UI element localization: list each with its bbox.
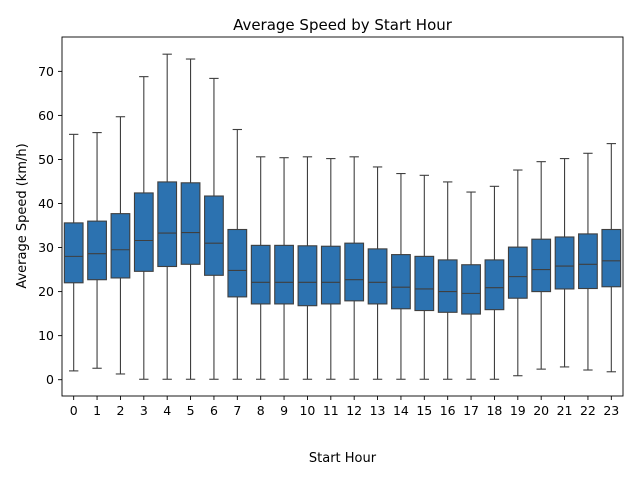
x-axis-label: Start Hour: [309, 451, 377, 466]
x-tick-label: 18: [486, 403, 502, 418]
box-group-18: [484, 185, 505, 380]
box-group-0: [63, 133, 84, 372]
x-tick-label: 23: [603, 403, 619, 418]
iqr-box: [461, 264, 481, 315]
y-tick-label: 20: [38, 284, 54, 299]
x-tick-label: 2: [116, 403, 124, 418]
x-tick-label: 5: [187, 403, 195, 418]
box-group-8: [250, 156, 271, 380]
x-tick-label: 22: [580, 403, 596, 418]
box-group-11: [320, 158, 341, 380]
box-group-21: [554, 158, 575, 368]
x-tick-label: 14: [393, 403, 409, 418]
x-tick-label: 7: [233, 403, 241, 418]
iqr-box: [391, 254, 411, 310]
box-group-14: [391, 173, 411, 380]
box-group-1: [87, 132, 107, 369]
x-tick-label: 8: [257, 403, 265, 418]
iqr-box: [554, 236, 575, 290]
x-tick-label: 17: [463, 403, 479, 418]
x-tick-label: 16: [440, 403, 456, 418]
iqr-box: [601, 228, 622, 288]
iqr-box: [320, 245, 341, 305]
y-tick-label: 10: [38, 328, 54, 343]
x-tick-label: 3: [140, 403, 148, 418]
x-tick-label: 0: [70, 403, 78, 418]
iqr-box: [63, 222, 84, 284]
box-group-2: [110, 116, 131, 375]
x-tick-label: 1: [93, 403, 101, 418]
iqr-box: [204, 195, 224, 276]
iqr-box: [297, 245, 318, 307]
iqr-box: [250, 244, 271, 305]
x-tick-label: 13: [370, 403, 386, 418]
box-group-16: [437, 181, 458, 380]
iqr-box: [110, 213, 131, 279]
y-tick-label: 40: [38, 196, 54, 211]
box-group-4: [157, 53, 178, 380]
box-group-23: [601, 143, 622, 373]
box-group-19: [507, 169, 528, 377]
x-tick-label: 11: [323, 403, 339, 418]
iqr-box: [414, 255, 435, 312]
x-tick-label: 4: [163, 403, 171, 418]
iqr-box: [157, 181, 178, 268]
y-axis-label: Average Speed (km/h): [15, 143, 30, 288]
box-group-3: [133, 76, 154, 380]
plot-frame: [61, 36, 624, 397]
box-group-17: [461, 191, 481, 380]
x-tick-label: 9: [280, 403, 288, 418]
box-group-9: [274, 157, 294, 380]
x-tick-label: 15: [416, 403, 432, 418]
box-group-12: [344, 156, 365, 380]
chart-title: Average Speed by Start Hour: [233, 16, 453, 34]
box-group-20: [531, 161, 552, 370]
box-group-15: [414, 174, 435, 380]
y-tick-label: 60: [38, 108, 54, 123]
x-tick-label: 6: [210, 403, 218, 418]
x-tick-label: 20: [533, 403, 549, 418]
boxes-layer: [63, 53, 622, 380]
y-tick-label: 30: [38, 240, 54, 255]
iqr-box: [507, 246, 528, 299]
y-tick-label: 70: [38, 64, 54, 79]
x-tick-label: 21: [557, 403, 573, 418]
iqr-box: [344, 242, 365, 302]
box-group-5: [180, 58, 201, 380]
iqr-box: [227, 228, 248, 298]
iqr-box: [484, 259, 505, 311]
iqr-box: [180, 182, 201, 265]
iqr-box: [133, 192, 154, 272]
x-tick-label: 19: [510, 403, 526, 418]
iqr-box: [274, 244, 294, 305]
iqr-box: [87, 220, 107, 281]
box-group-7: [227, 128, 248, 380]
y-tick-label: 0: [46, 372, 54, 387]
box-group-10: [297, 156, 318, 380]
x-tick-label: 10: [299, 403, 315, 418]
x-tick-label: 12: [346, 403, 362, 418]
y-tick-label: 50: [38, 152, 54, 167]
box-group-22: [578, 152, 598, 371]
box-group-6: [204, 77, 224, 380]
iqr-box: [531, 238, 552, 293]
box-group-13: [367, 166, 388, 380]
iqr-box: [437, 259, 458, 313]
iqr-box: [578, 233, 598, 290]
iqr-box: [367, 248, 388, 305]
